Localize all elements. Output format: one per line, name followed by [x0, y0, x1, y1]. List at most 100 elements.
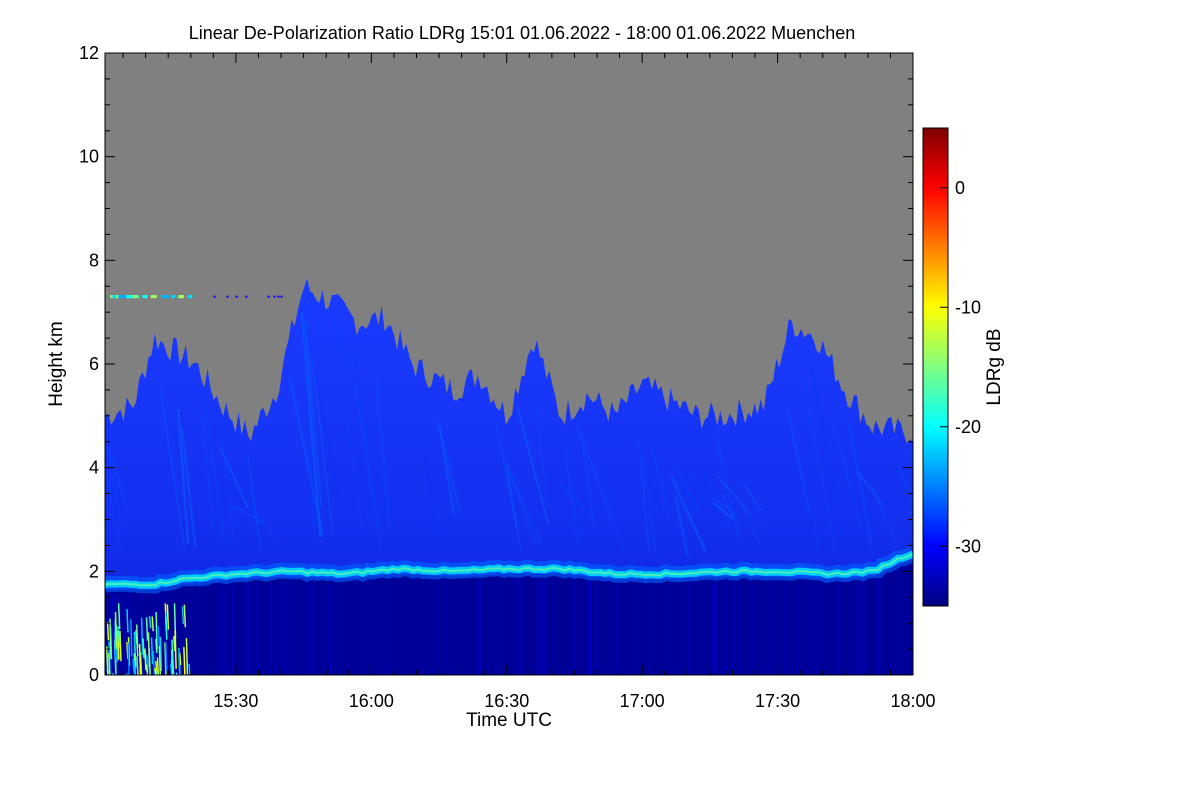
cloud-streak: [436, 420, 462, 514]
near-ground-signal: [158, 646, 162, 675]
near-ground-signal: [178, 652, 182, 666]
cloud-streak: [374, 377, 391, 527]
cloud-streak: [672, 461, 699, 515]
cloud-streak: [310, 354, 334, 534]
y-tick-label: 0: [89, 665, 99, 685]
near-ground-signal: [170, 664, 173, 675]
near-ground-signal: [138, 643, 142, 675]
cloud-streak: [106, 447, 128, 508]
cloud-streak: [247, 455, 262, 548]
cloud-streak: [534, 398, 549, 507]
near-ground-signal: [106, 622, 110, 641]
near-ground-signal: [117, 631, 120, 660]
near-ground-signal: [150, 637, 154, 665]
thin-layer-mark: [273, 295, 276, 298]
cloud-streak: [494, 418, 522, 550]
cloud-streak: [638, 441, 650, 552]
cloud-streak: [645, 477, 663, 511]
colorbar-ticks: 0 -10 -20 -30: [940, 178, 981, 556]
cloud-streak: [741, 481, 763, 512]
cloud-streak: [832, 425, 864, 530]
x-tick-label: 17:00: [620, 691, 665, 711]
cloud-streak: [176, 408, 190, 544]
cloud-streak: [641, 455, 658, 556]
y-axis-label: Height km: [46, 321, 67, 407]
near-ground-signal: [117, 631, 121, 643]
colorbar-tick-label: -10: [955, 297, 981, 317]
colorbar-tick-label: -20: [955, 417, 981, 437]
cloud-streak: [740, 503, 764, 551]
x-tick-label: 17:30: [755, 691, 800, 711]
cloud-streak: [300, 312, 322, 538]
near-ground-signal: [130, 619, 133, 657]
cloud-streak: [802, 379, 836, 552]
chart-title: Linear De-Polarization Ratio LDRg 15:01 …: [189, 23, 855, 43]
cloud-streak: [600, 462, 624, 554]
colorbar-gradient: [922, 127, 949, 607]
near-ground-signal: [164, 642, 167, 675]
cloud-streak: [304, 321, 323, 507]
cloud-streak: [577, 428, 613, 520]
cloud-streak: [203, 403, 226, 547]
cloud-streak: [353, 354, 380, 529]
near-ground-signal: [109, 618, 112, 660]
cloud-streak: [689, 473, 708, 507]
thin-layer-mark: [213, 295, 216, 298]
near-ground-signal: [183, 647, 186, 675]
cloud-streak: [509, 470, 544, 549]
cloud-streak: [220, 430, 235, 539]
cloud-streak: [354, 383, 382, 553]
cloud-streak: [721, 492, 735, 521]
cloud-streak: [669, 475, 707, 553]
near-ground-signal: [107, 653, 111, 675]
cloud-streak: [246, 500, 278, 541]
aerosol-layer-core: [105, 552, 913, 587]
cloud-streak: [646, 431, 671, 518]
cloud-streak: [856, 469, 885, 507]
cloud-streak: [809, 366, 847, 549]
thin-layer-mark: [277, 295, 280, 298]
near-ground-signal: [156, 671, 159, 675]
near-ground-signal: [181, 606, 185, 625]
cloud-streak: [846, 415, 879, 545]
near-ground-signal: [145, 617, 149, 641]
cloud-streak: [424, 453, 440, 552]
near-ground-signal: [105, 646, 109, 675]
x-axis: 15:30 16:00 16:30 17:00 17:30 18:00: [122, 53, 936, 711]
cloud-streak: [239, 462, 260, 531]
cloud-streak: [704, 472, 732, 529]
cloud-streak: [333, 320, 363, 533]
x-tick-label: 18:00: [890, 691, 935, 711]
thin-layer-mark: [126, 295, 133, 299]
cloud-streak: [358, 402, 390, 505]
cloud-streak: [233, 504, 264, 525]
thin-layer-mark: [161, 295, 168, 299]
near-ground-signal: [140, 617, 144, 655]
near-ground-signal: [171, 639, 174, 675]
thin-layer-mark: [245, 295, 248, 298]
near-ground-signal: [165, 641, 168, 671]
colorbar-label: LDRg dB: [984, 328, 1005, 405]
near-ground-signal: [144, 648, 147, 672]
colorbar: 0 -10 -20 -30 LDRg dB: [922, 127, 1005, 607]
y-tick-label: 10: [79, 147, 99, 167]
near-ground-signal: [148, 647, 151, 675]
cloud-streak: [559, 484, 596, 521]
near-ground-signal: [183, 604, 187, 628]
near-ground-signal: [135, 630, 138, 644]
near-ground-signal: [155, 611, 158, 650]
cloud-streak: [786, 410, 811, 515]
near-ground-signal: [152, 650, 156, 675]
x-axis-label: Time UTC: [466, 710, 552, 731]
cloud-streak: [710, 495, 739, 518]
near-ground-signal: [126, 609, 129, 633]
y-tick-label: 6: [89, 354, 99, 374]
cloud-streak: [564, 450, 580, 548]
y-tick-label: 4: [89, 458, 99, 478]
thin-layer-mark: [187, 295, 193, 299]
near-ground-signal: [142, 638, 145, 659]
near-ground-signal: [156, 657, 160, 675]
near-ground-signal: [133, 631, 137, 654]
thin-layer-mark: [118, 295, 123, 299]
